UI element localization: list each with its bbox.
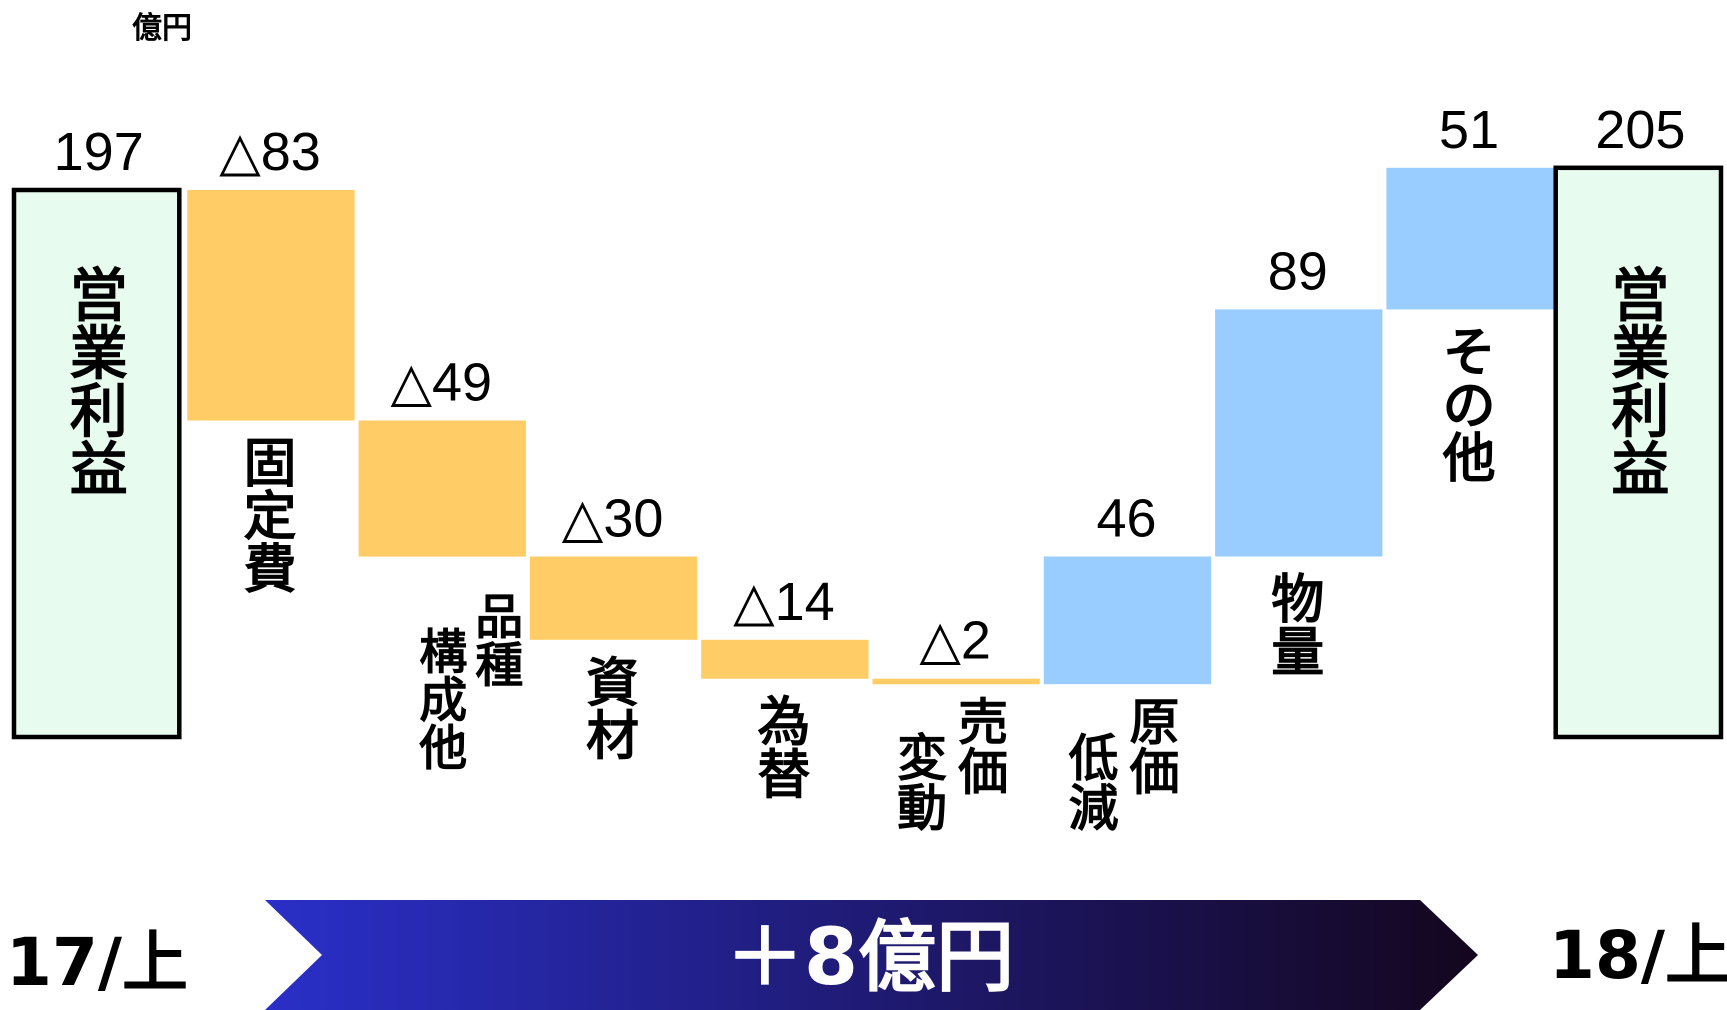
value-label-8: 51 bbox=[1439, 100, 1499, 160]
difference-banner-text: ＋8億円 bbox=[726, 913, 1014, 1003]
increase-bar-6 bbox=[1044, 557, 1211, 685]
category-label-4: 替 bbox=[757, 745, 810, 806]
category-label-9: 益 bbox=[1611, 436, 1669, 504]
category-label-2: 他 bbox=[418, 720, 467, 776]
unit-label: 億円 bbox=[132, 11, 192, 46]
decrease-bar-3 bbox=[530, 557, 697, 640]
value-label-0: 197 bbox=[54, 122, 144, 182]
category-label-1: 費 bbox=[244, 540, 297, 601]
end-period-label: 18/上 bbox=[1549, 917, 1727, 994]
category-label-6: 価 bbox=[1129, 744, 1180, 802]
category-label-5: 価 bbox=[957, 744, 1008, 802]
category-label-6: 減 bbox=[1069, 780, 1119, 838]
value-label-2: △49 bbox=[391, 353, 493, 413]
increase-bar-7 bbox=[1215, 309, 1382, 556]
increase-bar-8 bbox=[1386, 168, 1553, 310]
value-label-6: 46 bbox=[1096, 489, 1156, 549]
category-label-3: 材 bbox=[586, 706, 639, 767]
category-label-4: 為 bbox=[757, 692, 810, 753]
category-label-0: 益 bbox=[70, 436, 128, 504]
start-period-label: 17/上 bbox=[6, 924, 188, 1001]
category-label-3: 資 bbox=[586, 653, 639, 714]
value-label-3: △30 bbox=[562, 489, 664, 549]
category-label-2: 種 bbox=[475, 637, 523, 693]
category-label-1: 固 bbox=[244, 434, 297, 495]
decrease-bar-2 bbox=[359, 421, 526, 557]
value-label-4: △14 bbox=[733, 572, 835, 632]
category-label-8: の bbox=[1443, 376, 1496, 437]
value-label-5: △2 bbox=[919, 611, 991, 671]
category-label-8: そ bbox=[1443, 323, 1496, 384]
value-label-9: 205 bbox=[1595, 100, 1685, 160]
value-label-1: △83 bbox=[219, 122, 321, 182]
category-label-7: 量 bbox=[1271, 623, 1324, 684]
category-label-1: 定 bbox=[244, 487, 297, 548]
decrease-bar-4 bbox=[701, 640, 868, 679]
category-label-7: 物 bbox=[1271, 570, 1324, 631]
category-label-8: 他 bbox=[1442, 429, 1496, 490]
category-label-5: 動 bbox=[897, 780, 947, 838]
decrease-bar-5 bbox=[873, 679, 1040, 685]
value-label-7: 89 bbox=[1268, 241, 1328, 301]
decrease-bar-1 bbox=[187, 190, 354, 421]
